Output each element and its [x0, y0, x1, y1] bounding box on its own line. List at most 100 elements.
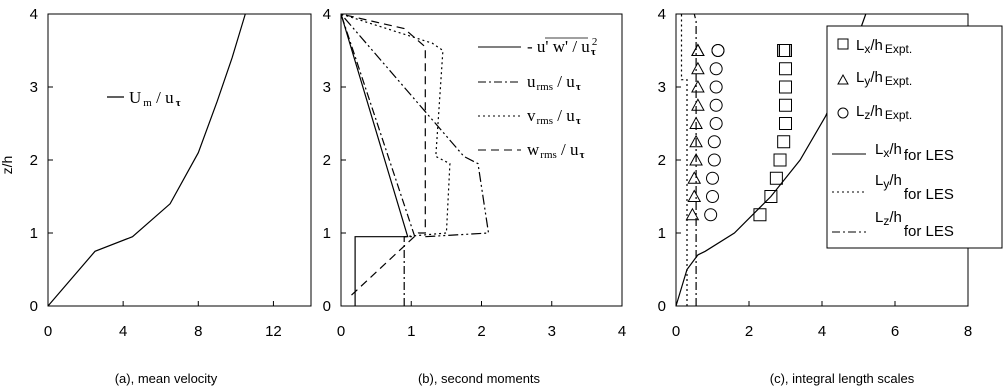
- legend-b-4-main: w: [527, 140, 540, 159]
- triangle-marker: [691, 79, 705, 93]
- caption-c: (c), integral length scales: [770, 371, 915, 386]
- legend-c-box: [826, 25, 1003, 249]
- triangle-marker: [687, 189, 702, 202]
- legend-c-2-sub2: Expt.: [885, 74, 912, 88]
- circle-marker: [709, 98, 723, 112]
- y-tick-label: 2: [323, 152, 331, 169]
- legend-c-6-mid: /h: [889, 209, 902, 226]
- x-tick-label: 12: [265, 323, 282, 340]
- legend-c-1-sub1: x: [864, 42, 870, 56]
- series-line-2-3: [340, 13, 451, 238]
- circle-marker: [709, 117, 723, 130]
- circle-marker: [707, 153, 721, 167]
- y-ticks-b: 0 1 2 3 4: [323, 6, 346, 315]
- series-line-2-1: [340, 13, 409, 306]
- legend-c-4-sub2: for LES: [904, 147, 954, 164]
- legend-c-2-sub1: y: [864, 74, 870, 88]
- x-tick-label: 0: [672, 323, 680, 340]
- svg-text:wrms / uτ: wrms / uτ: [527, 140, 585, 161]
- legend-b-1-tau: τ: [591, 46, 596, 58]
- legend-c-5-sub2: for LES: [904, 186, 954, 203]
- legend-c-3-main: L: [856, 103, 864, 120]
- series-a: [47, 13, 246, 307]
- x-ticks-a: 0 4 8 12: [44, 301, 282, 340]
- legend-c-4-mid: /h: [889, 141, 902, 158]
- circle-marker: [706, 171, 719, 185]
- legend-c-circle-marker: [837, 107, 849, 119]
- svg-text:vrms / uτ: vrms / uτ: [527, 106, 581, 127]
- y-ticks-a: 0 1 2 3 4: [30, 6, 53, 315]
- y-tick-label: 0: [658, 298, 666, 315]
- square-marker: [777, 44, 791, 57]
- legend-b-2-sub: rms: [537, 81, 554, 93]
- x-tick-label: 4: [818, 323, 826, 340]
- legend-a-sub: m: [143, 97, 152, 109]
- legend-c-1-mid: /h: [870, 37, 883, 54]
- caption-a: (a), mean velocity: [115, 371, 218, 386]
- y-tick-label: 1: [658, 225, 666, 242]
- y-tick-label: 2: [30, 152, 38, 169]
- legend-c-5-main: L: [875, 172, 883, 189]
- triangle-marker: [691, 43, 705, 56]
- square-marker: [769, 171, 783, 185]
- x-tick-label: 4: [119, 323, 127, 340]
- y-tick-label: 4: [658, 6, 666, 23]
- svg-text:Um / uτ: Um / uτ: [129, 88, 181, 109]
- legend-a-rest: / u: [152, 88, 174, 107]
- legend-c-6-sub2: for LES: [904, 223, 954, 240]
- y-tick-label: 4: [30, 6, 38, 23]
- square-marker: [779, 117, 792, 130]
- x-tick-label: 0: [337, 323, 345, 340]
- y-tick-label: 3: [323, 79, 331, 96]
- legend-c-2-mid: /h: [870, 69, 883, 86]
- triangle-marker: [687, 171, 702, 184]
- y-tick-label: 0: [323, 298, 331, 315]
- legend-b-2-tau: τ: [576, 81, 581, 93]
- y-tick-label: 3: [658, 79, 666, 96]
- series-line-3-5: [680, 14, 688, 306]
- legend-b-1-sup: 2: [592, 36, 598, 48]
- square-marker: [777, 135, 791, 149]
- legend-c-6-main: L: [875, 209, 883, 226]
- x-tick-label: 1: [407, 323, 415, 340]
- square-marker: [779, 98, 792, 112]
- x-tick-label: 0: [44, 323, 52, 340]
- square-marker: [773, 153, 787, 167]
- triangle-marker: [689, 134, 703, 148]
- svg-text:Lz/hfor LES: Lz/hfor LES: [875, 209, 954, 240]
- square-marker: [779, 80, 792, 94]
- legend-b-2-main: u: [527, 72, 536, 91]
- legend-c-3-mid: /h: [870, 103, 883, 120]
- series-line-3-6: [693, 13, 697, 306]
- x-ticks-b: 0 1 2 3 4: [337, 301, 626, 340]
- legend-b-4-rest: / u: [557, 140, 579, 159]
- triangle-marker: [685, 207, 700, 221]
- x-tick-label: 3: [548, 323, 556, 340]
- legend-b-4-sub: rms: [540, 149, 557, 161]
- y-tick-label: 4: [323, 6, 331, 23]
- y-tick-label: 1: [323, 225, 331, 242]
- svg-text:- u' w' / uτ2: - u' w' / uτ2: [527, 36, 597, 58]
- square-marker: [764, 190, 778, 203]
- legend-c-2-main: L: [856, 69, 864, 86]
- y-tick-label: 0: [30, 298, 38, 315]
- circle-marker: [706, 190, 719, 203]
- y-axis-label: z/h: [0, 156, 15, 175]
- series-b: [340, 13, 490, 306]
- circle-marker: [709, 62, 723, 76]
- series-line-2-5: [340, 13, 490, 238]
- legend-b-3-tau: τ: [576, 115, 581, 127]
- svg-text:Lx/hfor LES: Lx/h for LES: [875, 141, 954, 164]
- legend-b-1-main: - u' w' / u: [527, 37, 590, 56]
- plot-area-a: [47, 13, 312, 307]
- triangle-marker: [691, 61, 705, 75]
- y-tick-label: 1: [30, 225, 38, 242]
- legend-c-1-main: L: [856, 37, 864, 54]
- x-ticks-c: 0 2 4 6 8: [672, 301, 972, 340]
- circle-marker: [709, 80, 723, 94]
- square-marker: [779, 62, 792, 76]
